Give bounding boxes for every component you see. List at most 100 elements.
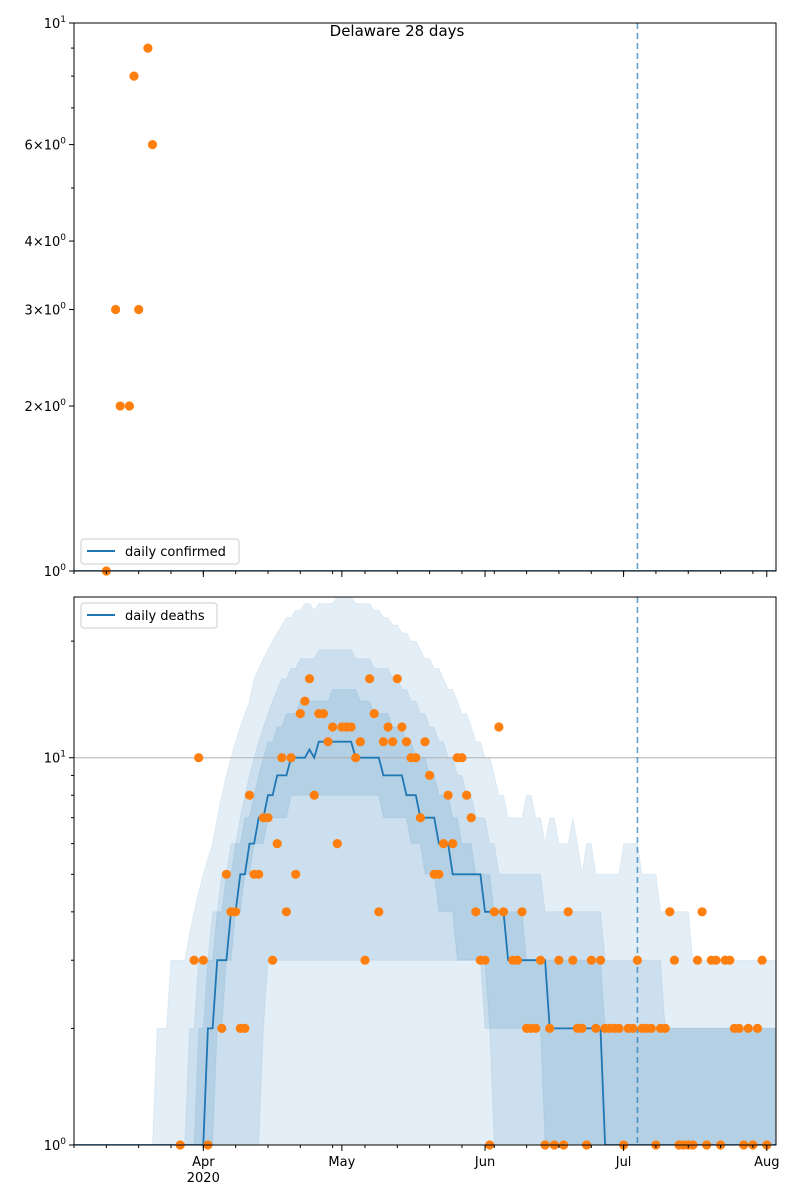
confirmed-legend-label: daily confirmed	[125, 545, 226, 560]
deaths-data-point	[498, 907, 509, 917]
deaths-data-point	[660, 1023, 670, 1033]
deaths-data-point	[231, 907, 241, 917]
deaths-data-point	[272, 839, 282, 849]
deaths-data-point	[531, 1023, 541, 1033]
deaths-data-point	[697, 907, 707, 917]
deaths-data-point	[277, 753, 287, 763]
deaths-marks	[74, 597, 776, 1150]
deaths-data-point	[369, 709, 379, 719]
deaths-data-point	[480, 955, 490, 965]
deaths-data-point	[595, 955, 606, 965]
deaths-data-point	[494, 722, 504, 732]
deaths-data-point	[462, 790, 472, 800]
deaths-data-point	[711, 955, 721, 965]
deaths-data-point	[194, 753, 204, 763]
deaths-data-point	[388, 737, 398, 747]
y-tick-label: 2×100	[25, 398, 67, 415]
deaths-data-point	[304, 674, 315, 684]
deaths-data-point	[457, 753, 467, 763]
confirmed-x-axis	[73, 571, 768, 577]
deaths-data-point	[466, 813, 476, 823]
confirmed-data-point	[124, 401, 134, 411]
deaths-legend-label: daily deaths	[125, 609, 205, 624]
deaths-data-point	[669, 955, 680, 965]
deaths-data-point	[309, 790, 319, 800]
deaths-data-point	[471, 907, 481, 917]
deaths-data-point	[268, 955, 278, 965]
deaths-data-point	[448, 839, 458, 849]
y-tick-label: 6×100	[25, 137, 67, 154]
deaths-data-point	[614, 1023, 624, 1033]
confidence-band-mid	[74, 649, 776, 1145]
deaths-data-point	[198, 955, 208, 965]
deaths-data-point	[692, 955, 703, 965]
deaths-data-point	[628, 1023, 638, 1033]
deaths-data-point	[554, 955, 564, 965]
deaths-data-point	[328, 722, 338, 732]
deaths-data-point	[517, 907, 527, 917]
deaths-data-point	[591, 1023, 601, 1033]
deaths-data-point	[411, 753, 421, 763]
y-tick-label: 4×100	[25, 233, 67, 250]
confirmed-data-point	[129, 71, 139, 81]
deaths-data-point	[221, 869, 231, 879]
deaths-data-point	[397, 722, 407, 732]
deaths-data-point	[189, 955, 199, 965]
confirmed-data-point	[147, 140, 158, 150]
confirmed-data-point	[115, 401, 125, 411]
deaths-data-point	[725, 955, 735, 965]
deaths-data-point	[401, 737, 412, 747]
deaths-data-point	[646, 1023, 656, 1033]
deaths-legend: daily deaths	[80, 602, 218, 629]
deaths-data-point	[438, 839, 449, 849]
confirmed-marks	[74, 23, 776, 576]
deaths-data-point	[512, 955, 523, 965]
chart-title: Delaware 28 days	[330, 22, 465, 40]
deaths-data-point	[545, 1023, 555, 1033]
deaths-data-point	[351, 753, 361, 763]
deaths-data-point	[568, 955, 578, 965]
deaths-data-point	[392, 674, 402, 684]
y-tick-label: 3×100	[25, 302, 67, 319]
x-tick-year-label: 2020	[187, 1171, 220, 1186]
deaths-data-point	[535, 955, 546, 965]
confidence-band-outer	[74, 597, 776, 1145]
deaths-data-point	[254, 869, 264, 879]
deaths-data-point	[415, 813, 425, 823]
deaths-data-point	[323, 737, 333, 747]
confirmed-axes-frame	[73, 22, 777, 572]
deaths-data-point	[734, 1023, 744, 1033]
deaths-data-point	[378, 737, 388, 747]
deaths-data-point	[360, 955, 370, 965]
deaths-data-point	[318, 709, 328, 719]
deaths-data-point	[240, 1023, 250, 1033]
deaths-data-point	[295, 709, 305, 719]
x-tick-label: Aug	[754, 1155, 779, 1170]
confirmed-data-point	[111, 304, 121, 315]
confirmed-legend-box	[80, 538, 240, 565]
confirmed-data-point	[143, 43, 153, 53]
deaths-data-point	[632, 955, 643, 965]
deaths-data-point	[300, 696, 310, 706]
deaths-data-point	[420, 737, 430, 747]
deaths-data-point	[346, 722, 356, 732]
deaths-data-point	[365, 674, 375, 684]
deaths-data-point	[586, 955, 596, 965]
deaths-data-point	[489, 907, 499, 917]
deaths-axes-frame	[73, 596, 777, 1146]
deaths-data-point	[752, 1023, 763, 1033]
deaths-data-point	[743, 1023, 753, 1033]
x-tick-label: May	[328, 1155, 355, 1170]
deaths-data-point	[281, 907, 291, 917]
deaths-data-point	[443, 790, 453, 800]
x-tick-label: Jul	[615, 1155, 632, 1170]
deaths-data-point	[355, 737, 365, 747]
deaths-data-point	[577, 1023, 587, 1033]
deaths-data-point	[383, 722, 393, 732]
confirmed-data-point	[134, 304, 144, 315]
